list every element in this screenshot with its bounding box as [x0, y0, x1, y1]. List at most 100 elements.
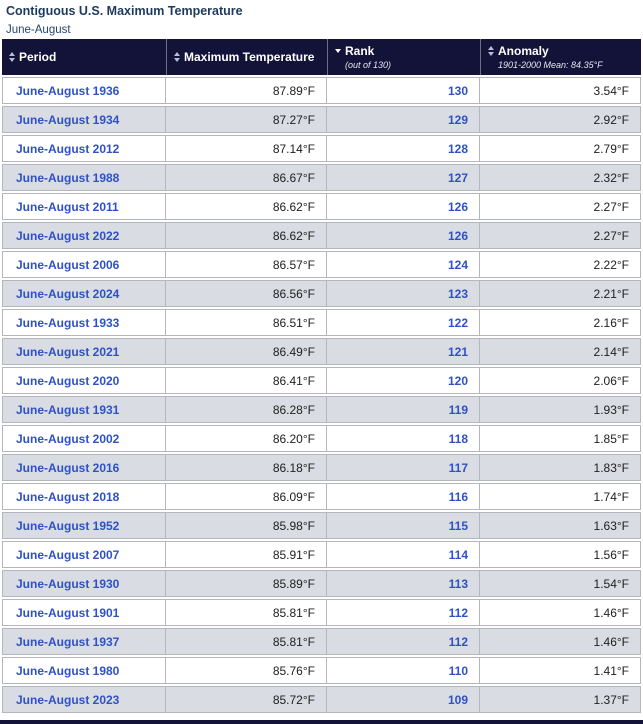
max-temperature-cell: 85.89°F	[166, 570, 327, 597]
anomaly-cell: 2.92°F	[480, 106, 641, 133]
rank-cell: 129	[327, 106, 480, 133]
period-cell: June-August 2007	[2, 541, 166, 568]
max-temperature-value: 85.89°F	[272, 576, 315, 591]
anomaly-cell: 3.54°F	[480, 77, 641, 104]
period-link[interactable]: June-August 1901	[16, 605, 120, 620]
rank-link[interactable]: 114	[448, 547, 468, 562]
max-temperature-value: 85.91°F	[272, 547, 315, 562]
period-link[interactable]: June-August 1936	[16, 83, 120, 98]
column-label-rank: Rank	[345, 43, 375, 58]
rank-link[interactable]: 112	[448, 634, 468, 649]
rank-link[interactable]: 116	[448, 489, 468, 504]
climate-rankings-page: Contiguous U.S. Maximum Temperature June…	[0, 4, 643, 724]
period-link[interactable]: June-August 2006	[16, 257, 120, 272]
rank-cell: 115	[327, 512, 480, 539]
max-temperature-cell: 86.62°F	[166, 222, 327, 249]
rank-link[interactable]: 130	[447, 83, 468, 98]
column-header-anomaly[interactable]: Anomaly 1901-2000 Mean: 84.35°F	[480, 39, 641, 75]
period-link[interactable]: June-August 2021	[16, 344, 120, 359]
anomaly-value: 2.32°F	[593, 170, 629, 185]
period-cell: June-August 1931	[2, 396, 166, 423]
rank-link[interactable]: 113	[448, 576, 468, 591]
period-link[interactable]: June-August 2022	[16, 228, 120, 243]
period-link[interactable]: June-August 2011	[16, 199, 119, 214]
rank-cell: 123	[327, 280, 480, 307]
sort-updown-icon	[9, 52, 15, 62]
max-temperature-value: 86.28°F	[272, 402, 315, 417]
max-temperature-cell: 85.76°F	[166, 657, 327, 684]
anomaly-value: 1.37°F	[593, 692, 629, 707]
period-link[interactable]: June-August 1980	[16, 663, 120, 678]
rank-link[interactable]: 110	[448, 663, 468, 678]
period-link[interactable]: June-August 2020	[16, 373, 120, 388]
rank-cell: 112	[327, 628, 480, 655]
period-link[interactable]: June-August 2016	[16, 460, 120, 475]
period-cell: June-August 1930	[2, 570, 166, 597]
rank-cell: 109	[327, 686, 480, 713]
rank-link[interactable]: 129	[447, 112, 468, 127]
period-link[interactable]: June-August 2023	[16, 692, 120, 707]
max-temperature-value: 86.20°F	[272, 431, 315, 446]
anomaly-value: 2.21°F	[593, 286, 629, 301]
table-row: June-August 2002 86.20°F 118 1.85°F	[2, 425, 641, 452]
rank-link[interactable]: 128	[447, 141, 468, 156]
rank-link[interactable]: 109	[447, 692, 468, 707]
max-temperature-cell: 85.72°F	[166, 686, 327, 713]
sort-descending-icon	[335, 49, 341, 53]
rank-link[interactable]: 127	[447, 170, 468, 185]
table-row: June-August 1980 85.76°F 110 1.41°F	[2, 657, 641, 684]
anomaly-cell: 2.27°F	[480, 193, 641, 220]
rank-link[interactable]: 124	[447, 257, 468, 272]
period-link[interactable]: June-August 1934	[16, 112, 120, 127]
anomaly-cell: 1.46°F	[480, 628, 641, 655]
period-cell: June-August 1934	[2, 106, 166, 133]
anomaly-cell: 2.22°F	[480, 251, 641, 278]
anomaly-cell: 2.21°F	[480, 280, 641, 307]
period-link[interactable]: June-August 1988	[16, 170, 120, 185]
period-cell: June-August 2023	[2, 686, 166, 713]
period-link[interactable]: June-August 2012	[16, 141, 120, 156]
table-body: June-August 1936 87.89°F 130 3.54°F June-Aug…	[2, 77, 641, 713]
rank-link[interactable]: 123	[447, 286, 468, 301]
column-header-period[interactable]: Period	[2, 39, 166, 75]
rank-link[interactable]: 126	[447, 199, 468, 214]
column-header-max-temperature[interactable]: Maximum Temperature	[166, 39, 327, 75]
anomaly-cell: 1.85°F	[480, 425, 641, 452]
period-link[interactable]: June-August 2018	[16, 489, 120, 504]
rank-link[interactable]: 126	[447, 228, 468, 243]
rank-cell: 114	[327, 541, 480, 568]
period-link[interactable]: June-August 1931	[16, 402, 120, 417]
rank-link[interactable]: 118	[448, 431, 468, 446]
period-link[interactable]: June-August 2007	[16, 547, 120, 562]
max-temperature-cell: 87.14°F	[166, 135, 327, 162]
period-link[interactable]: June-August 1952	[16, 518, 120, 533]
rank-cell: 117	[327, 454, 480, 481]
column-header-rank[interactable]: Rank (out of 130)	[327, 39, 480, 75]
period-link[interactable]: June-August 1933	[16, 315, 120, 330]
period-cell: June-August 2016	[2, 454, 166, 481]
rank-link[interactable]: 120	[447, 373, 468, 388]
anomaly-value: 1.63°F	[593, 518, 629, 533]
rank-link[interactable]: 112	[448, 605, 468, 620]
period-link[interactable]: June-August 2002	[16, 431, 120, 446]
anomaly-cell: 1.83°F	[480, 454, 641, 481]
rank-link[interactable]: 121	[447, 344, 468, 359]
rank-link[interactable]: 119	[448, 402, 468, 417]
max-temperature-value: 85.98°F	[272, 518, 315, 533]
rank-link[interactable]: 122	[447, 315, 468, 330]
rank-link[interactable]: 115	[448, 518, 468, 533]
rank-link[interactable]: 117	[448, 460, 468, 475]
anomaly-value: 1.46°F	[593, 605, 629, 620]
max-temperature-cell: 85.81°F	[166, 599, 327, 626]
anomaly-value: 2.22°F	[593, 257, 629, 272]
period-link[interactable]: June-August 1930	[16, 576, 120, 591]
rank-cell: 124	[327, 251, 480, 278]
period-cell: June-August 2011	[2, 193, 166, 220]
table-row: June-August 2011 86.62°F 126 2.27°F	[2, 193, 641, 220]
period-link[interactable]: June-August 2024	[16, 286, 120, 301]
period-link[interactable]: June-August 1937	[16, 634, 120, 649]
table-row: June-August 2022 86.62°F 126 2.27°F	[2, 222, 641, 249]
rank-cell: 120	[327, 367, 480, 394]
anomaly-cell: 1.41°F	[480, 657, 641, 684]
max-temperature-value: 85.76°F	[272, 663, 315, 678]
